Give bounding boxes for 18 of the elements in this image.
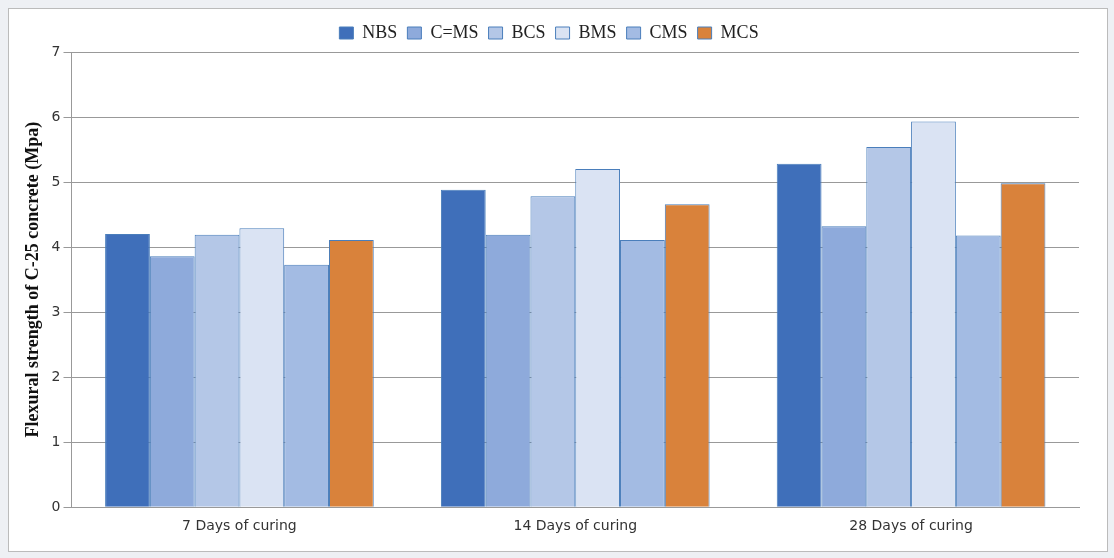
y-tick-label: 4 [51,237,61,254]
y-tick-label: 2 [51,367,61,384]
y-tick-label: 5 [51,172,61,189]
legend-label: BMS [578,21,617,42]
x-tick-label: 28 Days of curing [849,517,973,534]
y-tick-label: 1 [51,432,61,449]
legend-label: NBS [362,21,398,42]
y-tick-label: 6 [51,107,61,124]
legend-label: CMS [649,21,688,42]
legend-label: BCS [511,21,546,42]
legend-label: MCS [720,21,759,42]
y-tick-label: 3 [51,302,61,319]
y-tick-label: 0 [51,497,61,514]
legend-label: C=MS [430,21,479,42]
y-tick-label: 7 [51,42,61,59]
x-tick-label: 14 Days of curing [513,517,638,534]
x-tick-label: 7 Days of curing [182,517,297,534]
y-axis-title: Flexural strength of C-25 concrete (Mpa) [22,121,44,438]
